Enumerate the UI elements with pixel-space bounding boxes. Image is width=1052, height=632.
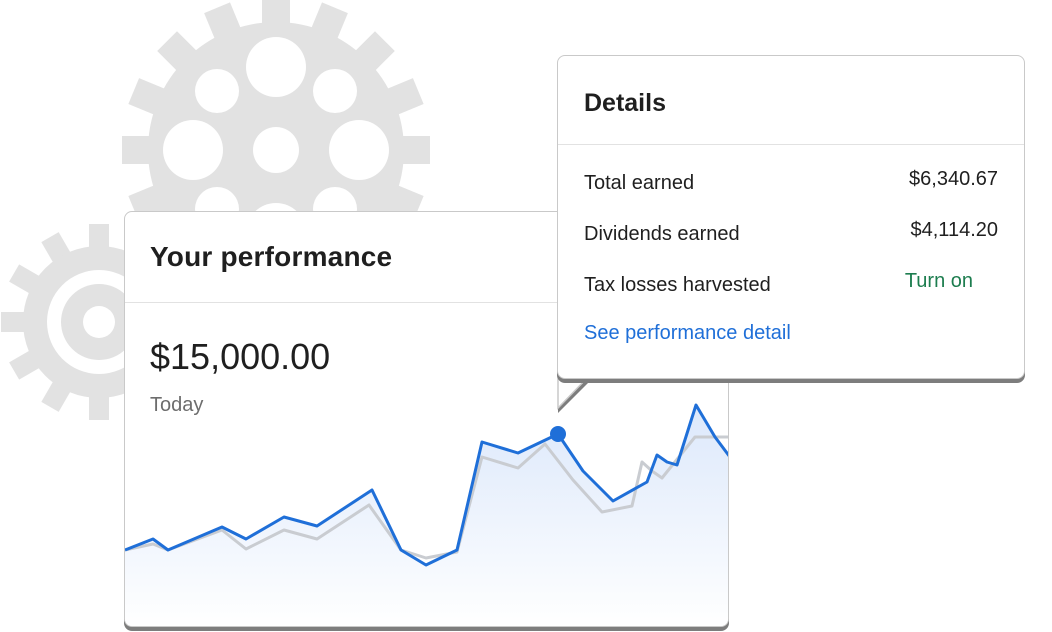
chart-area-fill xyxy=(125,405,728,626)
chart-benchmark-line xyxy=(125,435,728,560)
tax-losses-label: Tax losses harvested xyxy=(584,274,771,296)
turn-on-link[interactable]: Turn on xyxy=(904,270,973,292)
total-earned-value: $6,340.67 xyxy=(909,168,998,190)
total-earned-label: Total earned xyxy=(584,172,695,194)
chart-portfolio-line xyxy=(125,403,728,567)
details-header: Details xyxy=(558,56,1024,145)
performance-header: Your performance xyxy=(125,212,728,303)
tooltip-pointer xyxy=(557,374,594,413)
see-performance-detail-link[interactable]: See performance detail xyxy=(584,322,791,344)
performance-title: Your performance xyxy=(150,241,393,272)
chart-hover-point[interactable] xyxy=(550,426,566,442)
dividends-earned-label: Dividends earned xyxy=(584,223,740,245)
portfolio-value: $15,000.00 xyxy=(150,336,331,377)
period-label: Today xyxy=(150,394,204,416)
details-title: Details xyxy=(584,89,666,117)
details-card: Details Total earned $6,340.67 Dividends… xyxy=(557,55,1025,379)
dividends-earned-value: $4,114.20 xyxy=(910,219,999,241)
performance-chart xyxy=(125,403,728,626)
